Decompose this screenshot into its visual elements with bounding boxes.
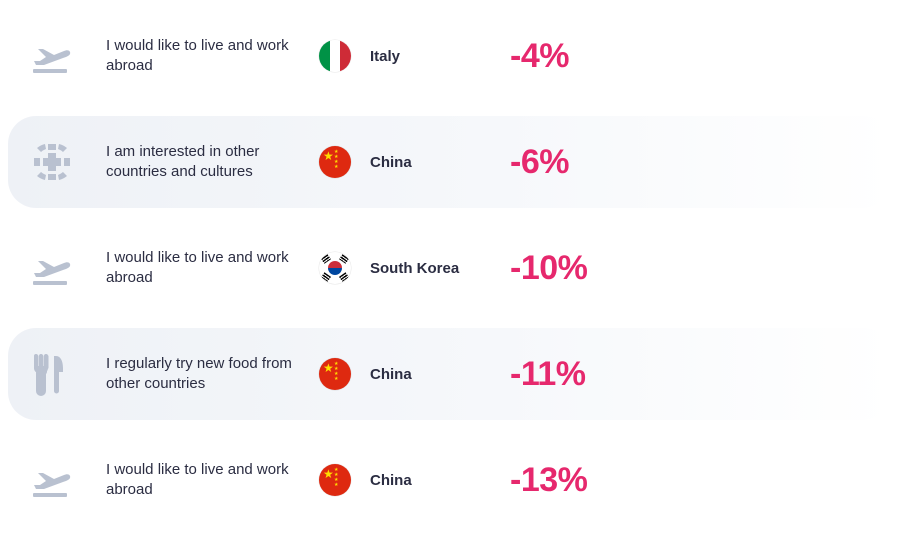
list-item: I regularly try new food from other coun… bbox=[8, 328, 892, 420]
plane-departure-icon bbox=[30, 249, 100, 287]
globe-lines-icon bbox=[30, 140, 100, 184]
country-label: China bbox=[360, 154, 510, 171]
value-percent: -4% bbox=[510, 37, 870, 76]
flag-italy-icon bbox=[310, 40, 360, 72]
value-percent: -6% bbox=[510, 143, 870, 182]
statement-text: I regularly try new food from other coun… bbox=[100, 354, 310, 395]
statement-text: I would like to live and work abroad bbox=[100, 36, 310, 77]
country-label: Italy bbox=[360, 48, 510, 65]
flag-china-icon: ★★★★★ bbox=[310, 146, 360, 178]
statement-text: I am interested in other countries and c… bbox=[100, 142, 310, 183]
value-percent: -13% bbox=[510, 461, 870, 500]
country-label: South Korea bbox=[360, 260, 510, 277]
value-percent: -11% bbox=[510, 355, 870, 394]
utensils-icon bbox=[30, 352, 100, 396]
value-percent: -10% bbox=[510, 249, 870, 288]
flag-china-icon: ★★★★★ bbox=[310, 464, 360, 496]
statement-text: I would like to live and work abroad bbox=[100, 460, 310, 501]
plane-departure-icon bbox=[30, 37, 100, 75]
country-label: China bbox=[360, 472, 510, 489]
statement-text: I would like to live and work abroad bbox=[100, 248, 310, 289]
plane-departure-icon bbox=[30, 461, 100, 499]
flag-china-icon: ★★★★★ bbox=[310, 358, 360, 390]
list-item: I am interested in other countries and c… bbox=[8, 116, 892, 208]
country-label: China bbox=[360, 366, 510, 383]
list-item: I would like to live and work abroad ★★★… bbox=[8, 434, 892, 526]
flag-south-korea-icon bbox=[310, 252, 360, 284]
list-item: I would like to live and work abroad Ita… bbox=[8, 10, 892, 102]
list-item: I would like to live and work abroad Sou… bbox=[8, 222, 892, 314]
